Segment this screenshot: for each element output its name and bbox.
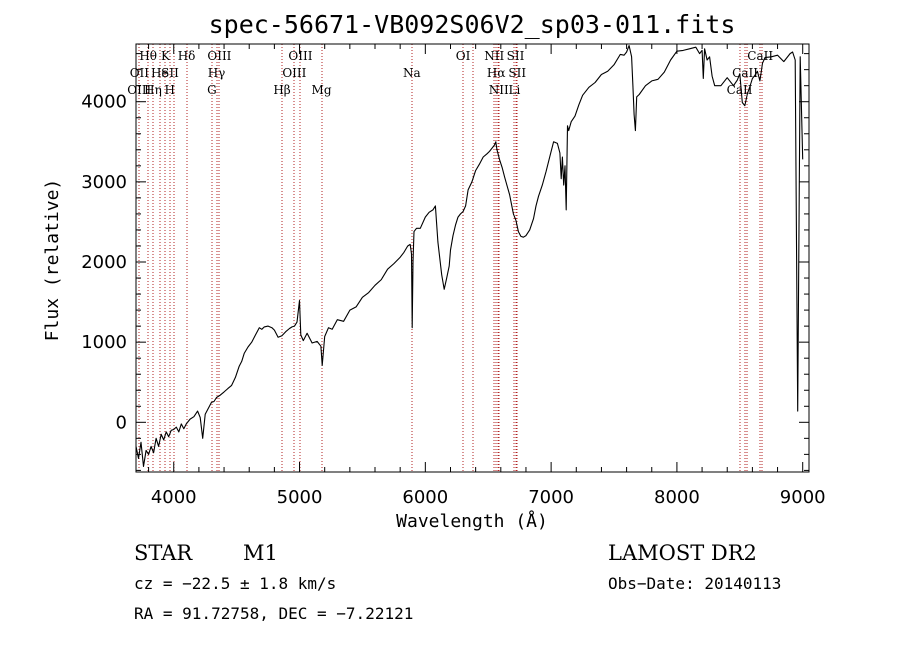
spectral-line-label-26: CaII bbox=[727, 83, 753, 97]
chart-title: spec-56671-VB092S06V2_sp03-011.fits bbox=[209, 10, 736, 39]
redshift-info: cz = −22.5 ± 1.8 km/s bbox=[134, 574, 336, 593]
spectral-line-label-21: SII bbox=[507, 49, 525, 63]
spectral-line-label-5: K bbox=[161, 49, 171, 63]
spectral-line-label-10: Hγ bbox=[208, 66, 226, 80]
spectral-line-label-7: H bbox=[164, 83, 174, 97]
y-tick-label-1: 1000 bbox=[81, 332, 127, 353]
object-class: STAR bbox=[134, 541, 193, 565]
spectral-line-label-23: Li bbox=[508, 83, 520, 97]
x-tick-label-5: 9000 bbox=[780, 487, 826, 508]
plot-frame bbox=[135, 43, 810, 473]
spectral-line-label-12: Hβ bbox=[273, 83, 290, 97]
x-axis-ticks: 4000 5000 6000 7000 8000 9000 bbox=[148, 44, 826, 508]
spectral-line-label-16: Na bbox=[403, 66, 421, 80]
spectral-line-label-22: SII bbox=[508, 66, 526, 80]
survey-name: LAMOST DR2 bbox=[608, 541, 757, 565]
y-tick-label-4: 4000 bbox=[81, 92, 127, 113]
x-tick-label-4: 8000 bbox=[654, 487, 700, 508]
spectral-line-label-8: Hδ bbox=[178, 49, 196, 63]
spectral-line-markers bbox=[138, 44, 763, 472]
spectral-line-label-11: G bbox=[207, 83, 217, 97]
y-tick-label-3: 3000 bbox=[81, 172, 127, 193]
obs-date: Obs−Date: 20140113 bbox=[608, 574, 781, 593]
spectral-line-label-1: OII bbox=[130, 66, 150, 80]
spectral-line-label-18: NII bbox=[484, 49, 504, 63]
coordinates: RA = 91.72758, DEC = −7.22121 bbox=[134, 604, 413, 623]
spectral-line-label-13: OIII bbox=[288, 49, 312, 63]
spectral-line-label-24: CaII bbox=[747, 49, 773, 63]
spectral-line-label-20: NII bbox=[489, 83, 509, 97]
y-tick-label-2: 2000 bbox=[81, 252, 127, 273]
spectral-line-label-25: CaII bbox=[732, 66, 758, 80]
object-subclass: M1 bbox=[243, 541, 278, 565]
spectral-line-label-3: Hη bbox=[144, 83, 162, 97]
y-axis-label: Flux (relative) bbox=[42, 179, 63, 342]
x-tick-label-2: 6000 bbox=[402, 487, 448, 508]
spectral-line-label-17: OI bbox=[456, 49, 471, 63]
spectral-line-label-15: Mg bbox=[312, 83, 332, 97]
y-axis-ticks: 0 1000 2000 3000 4000 bbox=[81, 53, 809, 471]
spectral-line-label-2: OIII bbox=[127, 83, 151, 97]
spectral-line-label-0: Hθ bbox=[139, 49, 157, 63]
spectrum-series bbox=[135, 45, 804, 467]
x-axis-label: Wavelength (Å) bbox=[396, 510, 548, 532]
spectrum-line bbox=[135, 45, 804, 467]
x-tick-label-3: 7000 bbox=[528, 487, 574, 508]
spectral-line-label-6: SII bbox=[161, 66, 179, 80]
x-tick-label-1: 5000 bbox=[277, 487, 323, 508]
spectral-line-label-19: Hα bbox=[487, 66, 506, 80]
x-tick-label-0: 4000 bbox=[151, 487, 197, 508]
spectral-line-label-14: OIII bbox=[282, 66, 306, 80]
y-tick-label-0: 0 bbox=[116, 412, 127, 433]
spectral-line-label-4: He bbox=[151, 66, 169, 80]
spectral-line-label-9: OIII bbox=[207, 49, 231, 63]
